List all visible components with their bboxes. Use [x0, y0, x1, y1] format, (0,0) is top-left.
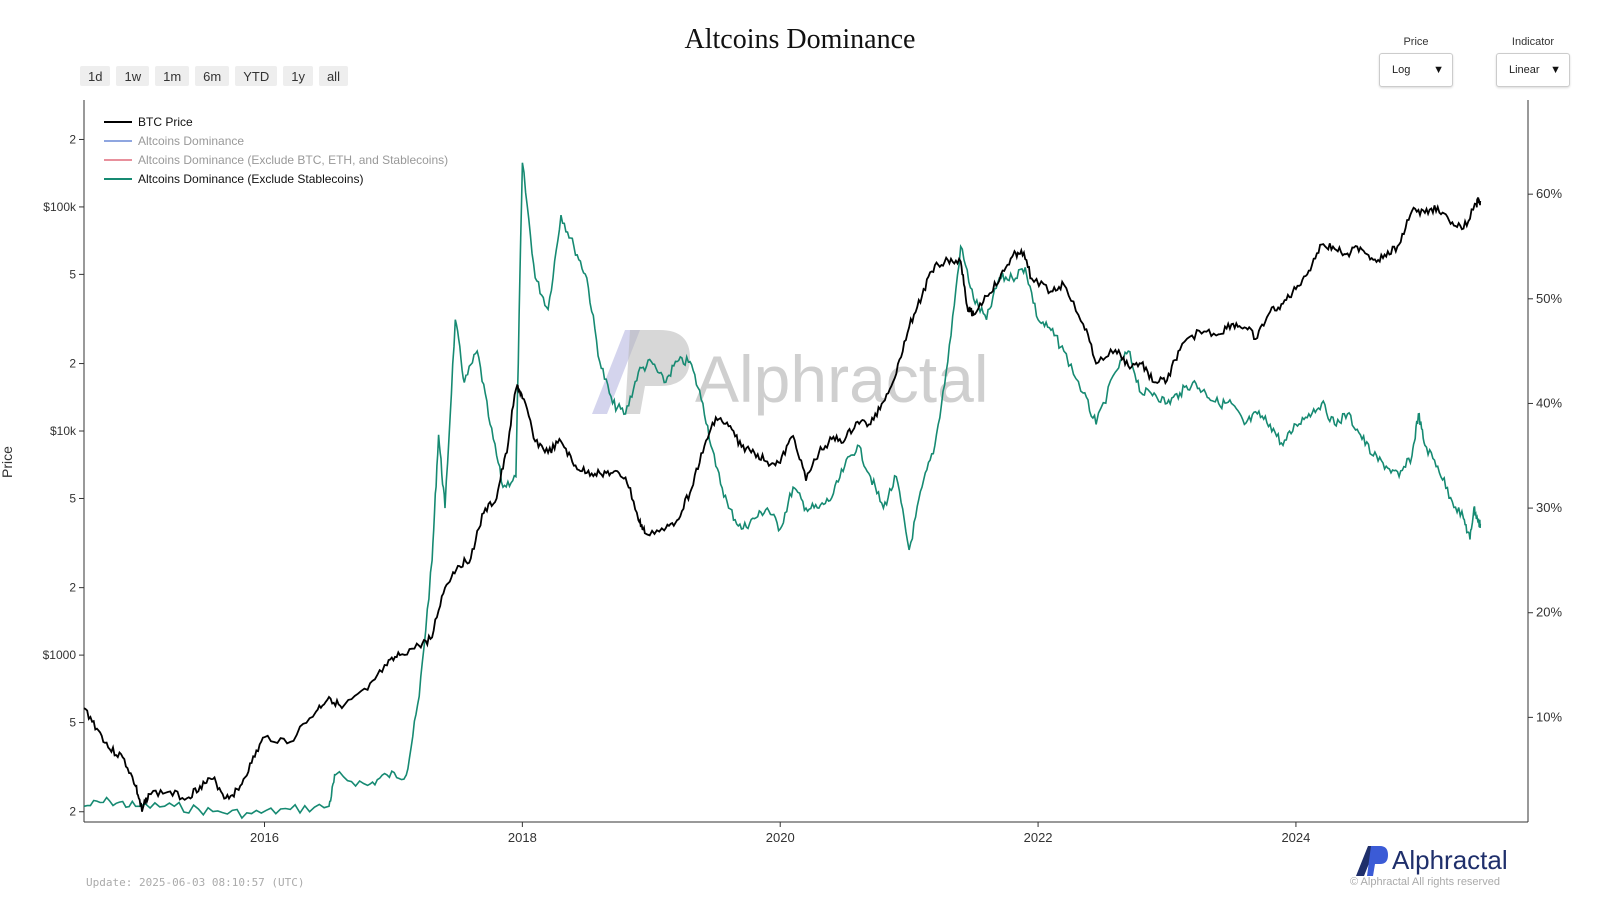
left-tick-label: 5 — [69, 716, 76, 730]
price-scale-value: Log — [1392, 64, 1411, 76]
watermark-text: Alphractal — [695, 342, 989, 416]
caret-down-icon: ▼ — [1550, 64, 1561, 76]
legend-item-label: Altcoins Dominance (Exclude Stablecoins) — [138, 172, 363, 186]
left-tick-label: 2 — [69, 132, 76, 146]
brand-name: Alphractal — [1392, 844, 1508, 875]
series-btc-price-line — [83, 196, 1482, 812]
chart-title: Altcoins Dominance — [684, 24, 916, 55]
series-alt-dominance-ex-stablecoins-line — [83, 162, 1482, 820]
legend-item-label: Altcoins Dominance — [138, 134, 244, 148]
range-1y-button[interactable]: 1y — [283, 66, 313, 86]
watermark: Alphractal — [592, 330, 989, 416]
price-scale-control: Price Log ▼ — [1379, 36, 1453, 87]
left-tick-label: $10k — [50, 424, 77, 438]
indicator-scale-value: Linear — [1509, 64, 1540, 76]
indicator-scale-control: Indicator Linear ▼ — [1496, 36, 1570, 87]
range-1d-button[interactable]: 1d — [80, 66, 111, 86]
right-tick-label: 30% — [1536, 500, 1562, 515]
left-tick-label: 2 — [69, 581, 76, 595]
legend: BTC Price Altcoins Dominance Altcoins Domi… — [104, 115, 448, 186]
update-timestamp: Update: 2025-06-03 08:10:57 (UTC) — [86, 876, 305, 889]
indicator-scale-label: Indicator — [1511, 36, 1555, 48]
left-tick-label: 2 — [69, 357, 76, 371]
y-axis-label: Price — [0, 446, 15, 478]
legend-item-label: BTC Price — [138, 115, 193, 129]
axes — [83, 100, 1529, 823]
series-layer — [83, 162, 1482, 820]
left-tick-label: 5 — [69, 267, 76, 281]
left-tick-label: 2 — [69, 805, 76, 819]
x-tick-label: 2024 — [1281, 830, 1310, 845]
caret-down-icon: ▼ — [1433, 64, 1444, 76]
range-ytd-button[interactable]: YTD — [235, 66, 278, 86]
left-tick-label: $1000 — [43, 648, 77, 662]
right-tick-label: 20% — [1536, 605, 1562, 620]
copyright-text: © Alphractal All rights reserved — [1350, 876, 1500, 888]
right-tick-label: 40% — [1536, 395, 1562, 410]
range-selector: 1d 1w 1m 6m YTD 1y all — [80, 66, 348, 86]
right-tick-label: 60% — [1536, 186, 1562, 201]
alphractal-logo-icon — [1356, 846, 1388, 876]
left-tick-label: $100k — [43, 200, 77, 214]
right-tick-label: 50% — [1536, 291, 1562, 306]
left-axis-ticks: 2 $100k 5 2 $10k 5 2 $1000 5 2 — [43, 132, 84, 819]
legend-item-label: Altcoins Dominance (Exclude BTC, ETH, an… — [138, 153, 448, 167]
price-scale-label: Price — [1403, 36, 1429, 48]
range-1m-button[interactable]: 1m — [155, 66, 190, 86]
indicator-scale-dropdown[interactable]: Linear ▼ — [1496, 53, 1570, 87]
range-all-button[interactable]: all — [318, 66, 348, 86]
range-1w-button[interactable]: 1w — [116, 66, 150, 86]
right-axis-ticks: 60% 50% 40% 30% 20% 10% — [1528, 186, 1562, 724]
x-tick-label: 2020 — [766, 830, 795, 845]
x-tick-label: 2022 — [1024, 830, 1053, 845]
price-scale-dropdown[interactable]: Log ▼ — [1379, 53, 1453, 87]
x-tick-label: 2016 — [250, 830, 279, 845]
left-tick-label: 5 — [69, 491, 76, 505]
right-tick-label: 10% — [1536, 709, 1562, 724]
x-axis-ticks: 2016 2018 2020 2022 2024 — [250, 822, 1310, 845]
range-6m-button[interactable]: 6m — [195, 66, 230, 86]
x-tick-label: 2018 — [508, 830, 537, 845]
watermark-logo-icon — [592, 330, 640, 414]
brand-logo: Alphractal — [1354, 844, 1508, 876]
